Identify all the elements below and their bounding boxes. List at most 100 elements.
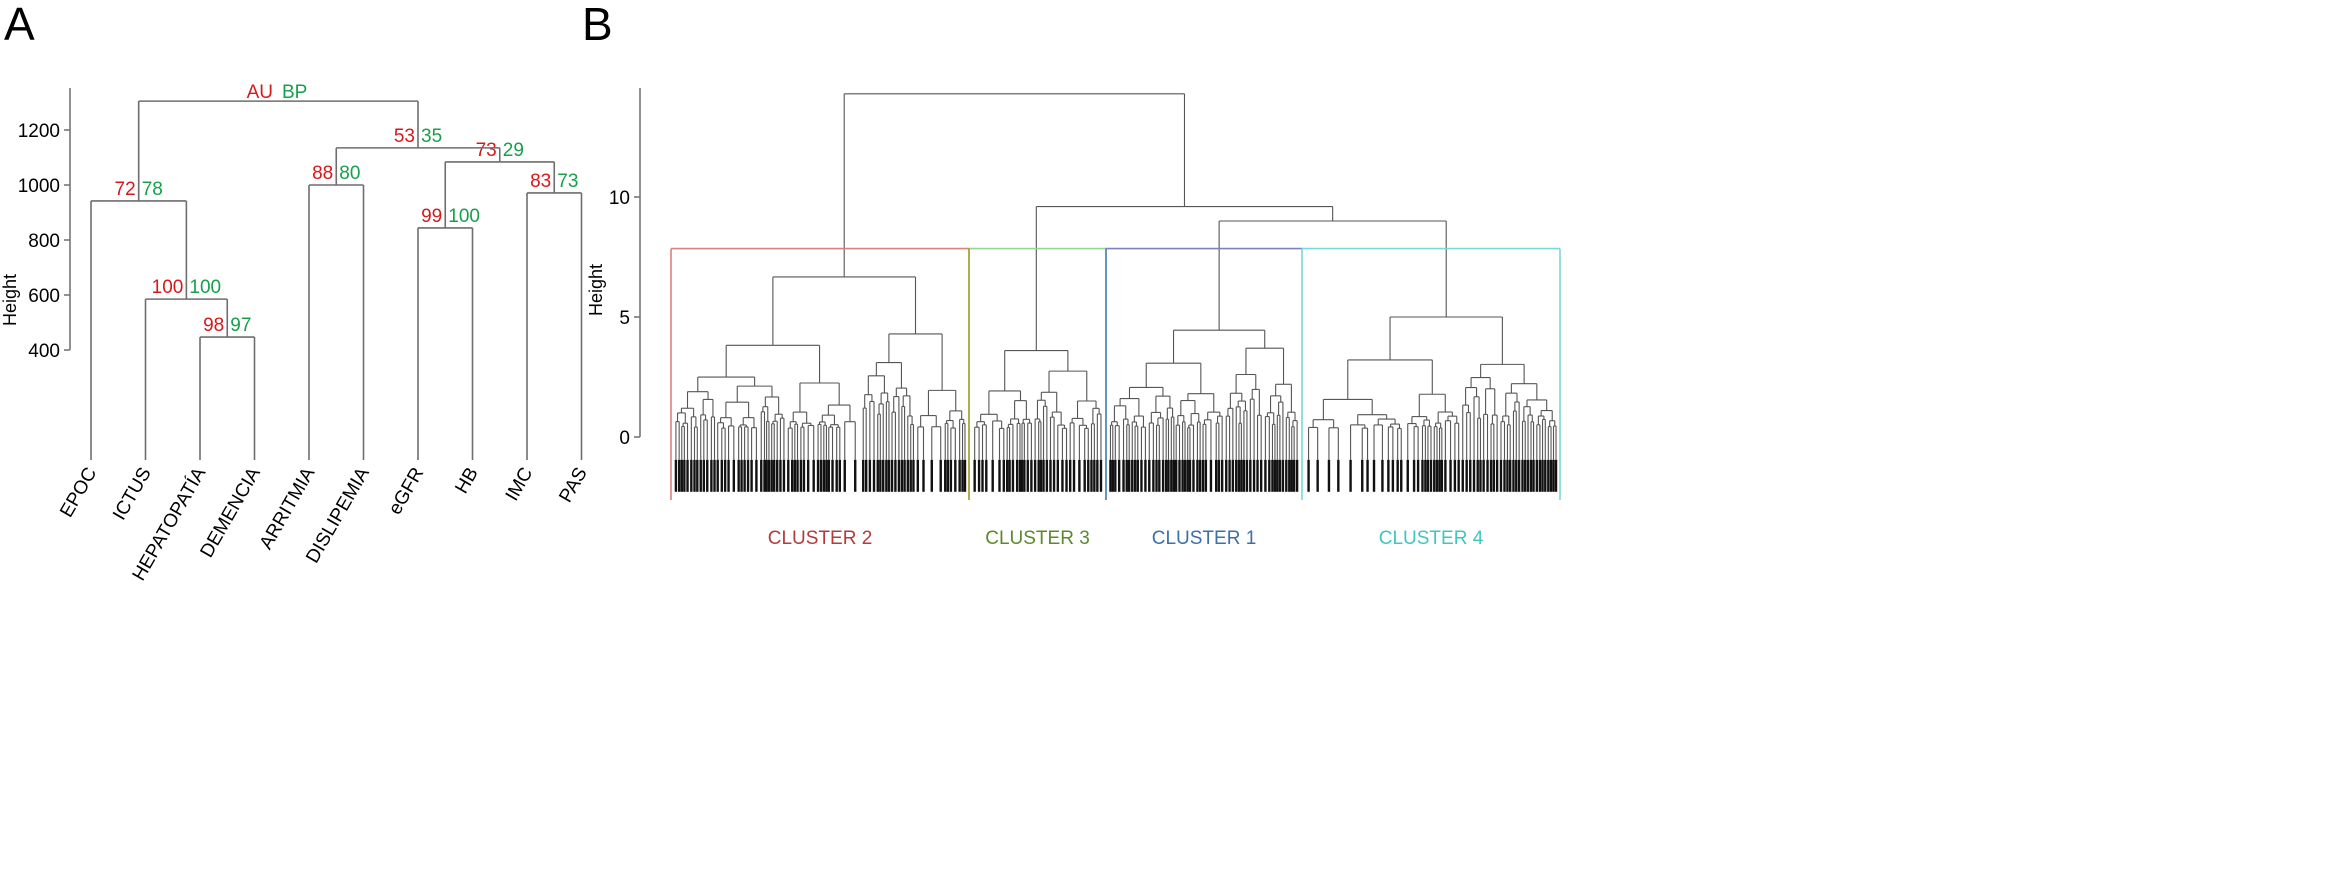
leaf-label-mark <box>1476 459 1479 492</box>
leaf-label-mark <box>1181 459 1184 492</box>
leaf-label-mark <box>1068 459 1072 492</box>
y-tick-label-a: 1200 <box>18 121 60 142</box>
leaf-label-mark <box>1015 459 1019 492</box>
leaf-label-mark <box>779 459 782 492</box>
leaf-label-mark <box>1337 459 1340 492</box>
leaf-label-mark <box>1469 459 1472 492</box>
leaf-label-mark <box>1155 459 1158 492</box>
leaf-label-mark <box>674 459 678 492</box>
leaf-label-mark <box>961 459 964 492</box>
leaf-label-mark <box>1453 459 1457 492</box>
leaf-label-mark <box>981 459 984 492</box>
leaf-label-mark <box>843 459 846 492</box>
au-value: 83 <box>530 171 551 192</box>
au-value: 53 <box>394 126 415 147</box>
au-value: 73 <box>476 140 497 161</box>
leaf-label-mark <box>1052 459 1056 492</box>
leaf-label-mark <box>1361 459 1364 492</box>
leaf-label-mark <box>760 459 763 492</box>
leaf-label-mark <box>1099 459 1103 492</box>
leaf-label-mark <box>1472 459 1476 492</box>
leaf-label-mark <box>1552 459 1555 492</box>
leaf-label: ARRITMIA <box>256 464 320 553</box>
leaf-label-mark <box>720 459 723 492</box>
leaf-label-mark <box>1026 459 1029 492</box>
leaf-label-mark <box>1288 459 1291 492</box>
leaf-label-mark <box>1037 459 1040 492</box>
leaf-label-mark <box>954 459 957 492</box>
leaf-label-mark <box>1144 459 1147 492</box>
y-tick-label-a: 600 <box>28 286 60 307</box>
leaf-label-mark <box>903 459 906 492</box>
leaf-label-mark <box>1532 459 1535 492</box>
y-tick-label-a: 800 <box>28 231 60 252</box>
leaf-label-mark <box>680 459 683 492</box>
leaf-label-mark <box>1285 459 1288 492</box>
leaf-label-mark <box>716 459 719 492</box>
leaf-label-mark <box>1237 459 1241 492</box>
leaf-label-mark <box>1196 459 1199 492</box>
leaf-label-mark <box>1167 459 1170 492</box>
leaf-label-mark <box>1349 459 1352 492</box>
leaf-label-mark <box>991 459 994 492</box>
leaf-label-mark <box>1381 459 1384 492</box>
leaf-label-mark <box>799 459 803 492</box>
au-value: 99 <box>421 206 442 227</box>
leaf-label-mark <box>1281 459 1285 492</box>
leaf-label-mark <box>1093 459 1096 492</box>
leaf-label-mark <box>1072 459 1076 492</box>
leaf-label-mark <box>1521 459 1524 492</box>
leaf-label-mark <box>1372 459 1376 492</box>
leaf-layer <box>674 459 1558 492</box>
leaf-label-mark <box>776 459 779 492</box>
leaf-label-mark <box>1201 459 1205 492</box>
leaf-label-mark <box>816 459 820 492</box>
y-tick-label-a: 1000 <box>18 176 60 197</box>
leaf-label-mark <box>1438 459 1441 492</box>
leaf-label-mark <box>746 459 750 492</box>
leaf-label-mark <box>1087 459 1090 492</box>
leaf-label-mark <box>713 459 716 492</box>
leaf-label-mark <box>1198 459 1202 492</box>
leaf-label-mark <box>1178 459 1181 492</box>
leaf-label-mark <box>887 459 891 492</box>
leaf-label-mark <box>1030 459 1033 492</box>
leaf-label-mark <box>879 459 882 492</box>
leaf-label-mark <box>949 459 953 492</box>
bp-value: 100 <box>189 277 221 298</box>
leaf-label-mark <box>1416 459 1420 492</box>
leaf-label-mark <box>1444 459 1447 492</box>
leaf-label-mark <box>1435 459 1439 492</box>
leaf-label-mark <box>1061 459 1064 492</box>
au-value: 72 <box>115 179 136 200</box>
leaf-label-mark <box>1125 459 1128 492</box>
leaf-label-mark <box>773 459 776 492</box>
leaf-label-mark <box>1457 459 1460 492</box>
leaf-label-mark <box>750 459 753 492</box>
leaf-label-mark <box>835 459 838 492</box>
cluster-label: CLUSTER 2 <box>768 528 873 549</box>
leaf-label-mark <box>882 459 885 492</box>
leaf-label-mark <box>710 459 713 492</box>
bp-value: 78 <box>142 179 163 200</box>
dendrogram-b: Height 0 5 10 CLUSTER 2 CLUSTER 3 CLUSTER 1 CL… <box>586 88 1561 549</box>
leaf-label-mark <box>1245 459 1249 492</box>
leaf-label-mark <box>1316 459 1319 492</box>
leaf-label-mark <box>1114 459 1117 492</box>
leaf-label-mark <box>1065 459 1068 492</box>
leaf-label-mark <box>1128 459 1131 492</box>
leaf-label-mark <box>1515 459 1518 492</box>
leaf-label-mark <box>1387 459 1390 492</box>
leaf-label-mark <box>894 459 897 492</box>
leaf-label-mark <box>1449 459 1452 492</box>
leaf-label-mark <box>1005 459 1009 492</box>
leaf-label-mark <box>1421 459 1424 492</box>
leaf-label-mark <box>1056 459 1060 492</box>
leaf-label-mark <box>1495 459 1499 492</box>
leaf-label-mark <box>1549 459 1553 492</box>
leaf-label-mark <box>1023 459 1026 492</box>
leaf-label-mark <box>963 459 967 492</box>
leaf-label-mark <box>985 459 988 492</box>
leaf-label-mark <box>1122 459 1125 492</box>
